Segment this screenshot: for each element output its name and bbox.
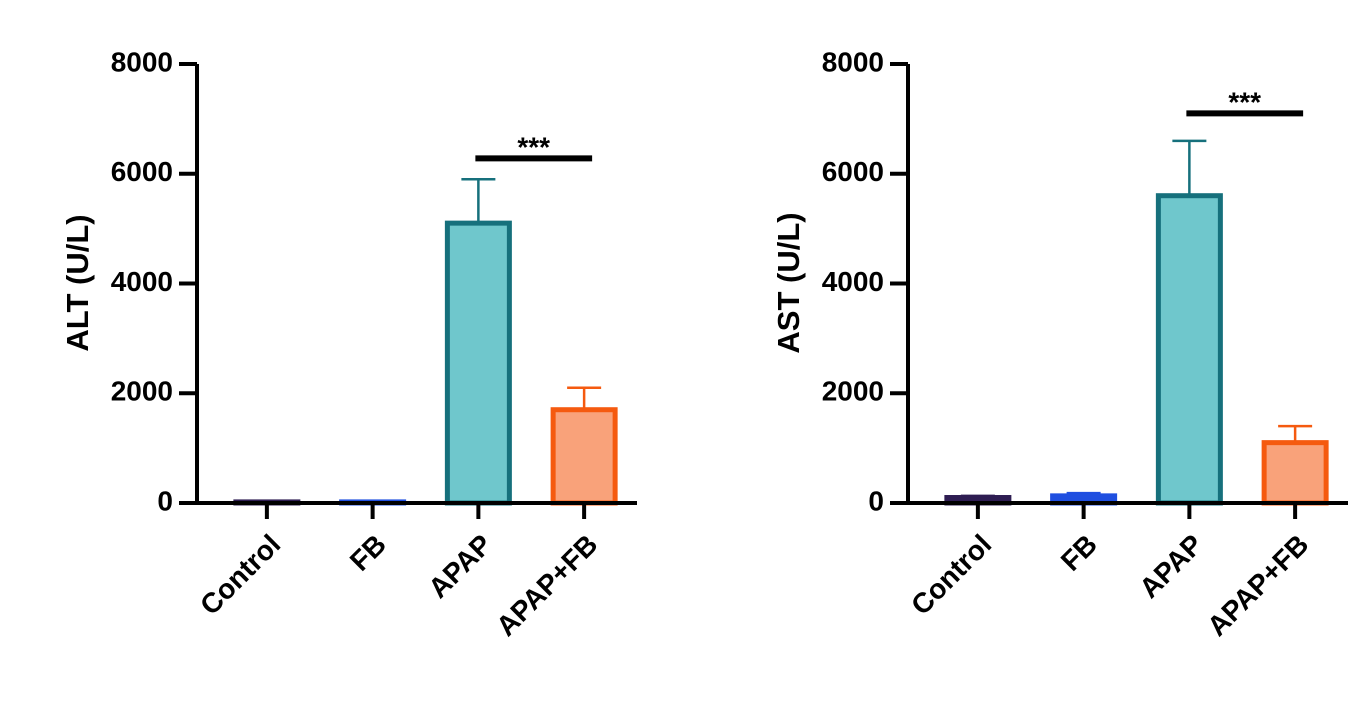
y-tick-label: 2000 bbox=[822, 376, 884, 407]
y-tick-label: 0 bbox=[157, 485, 173, 516]
panel: AST (U/L) 0 2000 4000 6000 8000 Control FB APAPA… bbox=[771, 46, 1348, 642]
bar bbox=[1261, 440, 1329, 506]
y-tick-label: 0 bbox=[868, 485, 884, 516]
significance-label: *** bbox=[1228, 86, 1261, 117]
y-axis-label: AST (U/L) bbox=[771, 212, 806, 353]
x-tick-label: APAP+FB bbox=[490, 529, 603, 642]
y-tick-label: 2000 bbox=[111, 376, 173, 407]
significance-label: *** bbox=[517, 131, 550, 162]
y-tick-label: 4000 bbox=[822, 266, 884, 297]
x-tick-label: FB bbox=[1055, 529, 1103, 577]
x-tick-label: Control bbox=[905, 529, 997, 621]
x-tick-label: APAP bbox=[1133, 529, 1208, 604]
bar bbox=[550, 407, 618, 506]
y-tick-label: 8000 bbox=[822, 46, 884, 77]
x-tick-label: FB bbox=[344, 529, 392, 577]
x-tick-label: Control bbox=[194, 529, 286, 621]
panel: ALT (U/L) 0 2000 4000 6000 8000 Control FB APAPA… bbox=[60, 46, 637, 642]
y-tick-label: 6000 bbox=[822, 156, 884, 187]
bar bbox=[444, 220, 512, 506]
x-tick-label: APAP+FB bbox=[1201, 529, 1314, 642]
y-tick-label: 6000 bbox=[111, 156, 173, 187]
y-tick-label: 8000 bbox=[111, 46, 173, 77]
y-tick-label: 4000 bbox=[111, 266, 173, 297]
bar bbox=[1155, 193, 1223, 506]
x-tick-label: APAP bbox=[422, 529, 497, 604]
y-axis-label: ALT (U/L) bbox=[60, 214, 95, 351]
